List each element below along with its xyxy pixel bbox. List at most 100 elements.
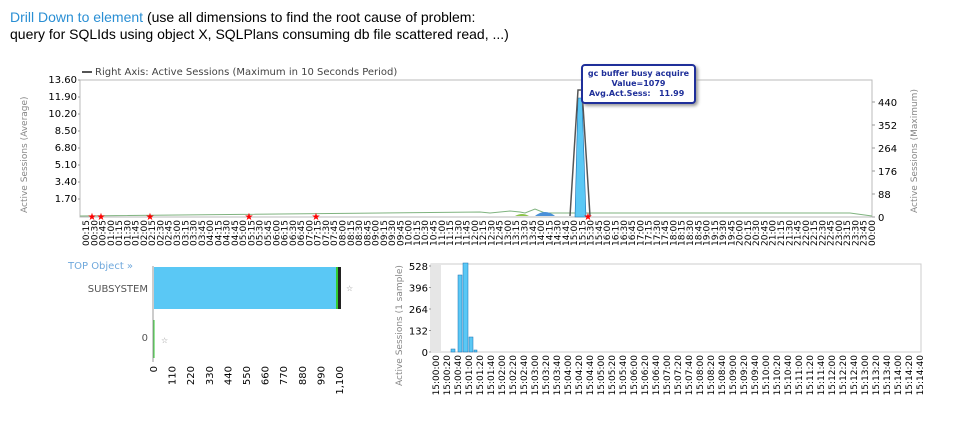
right-tick-label: 0 (878, 213, 884, 224)
main-x-tick-label: 19:30 (719, 220, 729, 246)
main-x-tick-label: 23:15 (843, 220, 853, 246)
main-x-tick-label: 16:15 (612, 220, 622, 246)
main-x-tick-label: 04:45 (231, 220, 241, 246)
right-tick-label: 352 (878, 121, 897, 132)
main-x-tick-label: 22:00 (802, 220, 812, 246)
main-legend: Right Axis: Active Sessions (Maximum in … (95, 67, 397, 78)
main-x-tick-label: 20:45 (760, 220, 770, 246)
right-axis-label: Active Sessions (Maximum) (910, 89, 920, 213)
main-x-tick-label: 01:15 (115, 220, 125, 246)
main-x-tick-label: 01:00 (107, 220, 117, 246)
detail-x-tick-label: 15:13:20 (872, 355, 882, 396)
main-x-tick-label: 05:15 (247, 220, 257, 246)
star-marker[interactable]: ★ (584, 212, 593, 223)
detail-x-tick-label: 15:09:20 (740, 355, 750, 396)
main-x-tick-label: 13:00 (504, 220, 514, 246)
main-x-tick-label: 09:30 (388, 220, 398, 246)
subsystem-bar-green (336, 267, 338, 309)
main-x-tick-label: 15:15 (578, 220, 588, 246)
detail-y-tick-label: 132 (409, 327, 428, 338)
main-x-tick-label: 17:45 (661, 220, 671, 246)
main-x-tick-label: 15:00 (570, 220, 580, 246)
star-marker[interactable]: ★ (245, 212, 254, 223)
top-x-tick-label: 330 (205, 366, 216, 385)
top-x-tick-label: 0 (149, 366, 160, 372)
main-x-tick-label: 00:45 (99, 220, 109, 246)
main-x-tick-label: 08:45 (363, 220, 373, 246)
main-chart[interactable]: Right Axis: Active Sessions (Maximum in … (0, 0, 975, 260)
detail-x-tick-label: 15:05:40 (619, 355, 629, 396)
main-x-tick-label: 06:30 (289, 220, 299, 246)
left-tick-label: 11.90 (48, 92, 77, 103)
main-x-tick-label: 03:45 (198, 220, 208, 246)
detail-x-tick-label: 15:05:20 (608, 355, 618, 396)
detail-x-tick-label: 15:08:40 (718, 355, 728, 396)
left-axis-label: Active Sessions (Average) (20, 96, 30, 213)
detail-x-tick-label: 15:02:40 (520, 355, 530, 396)
main-x-tick-label: 22:15 (810, 220, 820, 246)
detail-y-tick-label: 528 (409, 262, 428, 273)
detail-bar[interactable] (457, 274, 463, 353)
detail-x-tick-label: 15:00:40 (454, 355, 464, 396)
right-tick-label: 440 (878, 98, 897, 109)
top-x-tick-label: 660 (261, 366, 272, 385)
main-x-tick-label: 10:15 (413, 220, 423, 246)
star-marker[interactable]: ★ (88, 212, 97, 223)
main-x-tick-label: 08:30 (355, 220, 365, 246)
star-icon[interactable]: ☆ (161, 336, 168, 345)
detail-bar[interactable] (468, 336, 474, 353)
main-x-tick-label: 08:00 (338, 220, 348, 246)
main-x-tick-label: 04:00 (206, 220, 216, 246)
detail-x-tick-label: 15:11:00 (795, 355, 805, 396)
main-x-tick-label: 06:45 (297, 220, 307, 246)
detail-chart[interactable]: Active Sessions (1 sample) 528 396 264 132 0… (390, 258, 930, 438)
main-x-tick-label: 21:15 (777, 220, 787, 246)
main-plot-frame (79, 79, 873, 218)
detail-y-tick-label: 0 (422, 348, 428, 359)
star-icon[interactable]: ☆ (346, 284, 353, 293)
main-x-tick-label: 06:00 (272, 220, 282, 246)
main-x-tick-label: 16:00 (603, 220, 613, 246)
detail-y-axis-label: Active Sessions (1 sample) (395, 265, 405, 386)
detail-x-tick-label: 15:00:00 (432, 355, 442, 396)
star-marker[interactable]: ★ (97, 212, 106, 223)
top-object-chart[interactable]: TOP Object » SUBSYSTEM ☆ 0 ☆ 0 110 220 330 4… (0, 258, 360, 438)
detail-x-tick-label: 15:09:00 (729, 355, 739, 396)
top-object-title[interactable]: TOP Object » (67, 261, 133, 272)
left-tick-label: 8.50 (55, 126, 77, 137)
main-x-tick-label: 00:00 (868, 220, 878, 246)
main-x-tick-label: 09:15 (380, 220, 390, 246)
main-x-tick-label: 20:15 (744, 220, 754, 246)
main-x-tick-label: 02:45 (165, 220, 175, 246)
detail-x-tick-label: 15:10:20 (773, 355, 783, 396)
main-x-tick-label: 23:45 (860, 220, 870, 246)
subsystem-bar[interactable] (154, 267, 338, 309)
top-x-tick-label: 220 (186, 366, 197, 385)
detail-bar[interactable] (462, 262, 469, 353)
main-x-tick-label: 16:45 (628, 220, 638, 246)
detail-x-tick-label: 15:03:00 (531, 355, 541, 396)
baseline-line (79, 208, 873, 217)
main-x-tick-label: 11:30 (454, 220, 464, 246)
detail-x-tick-label: 15:04:40 (586, 355, 596, 396)
event-markers: ★ ★ ★ ★ ★ ★ (88, 212, 593, 223)
detail-x-tick-label: 15:01:20 (476, 355, 486, 396)
top-x-tick-label: 770 (279, 366, 290, 385)
star-marker[interactable]: ★ (146, 212, 155, 223)
main-x-tick-label: 13:30 (521, 220, 531, 246)
drill-down-link[interactable]: Drill Down to element (10, 9, 144, 25)
main-x-tick-label: 05:00 (239, 220, 249, 246)
top-x-tick-label: 880 (298, 366, 309, 385)
detail-x-tick-label: 15:10:00 (762, 355, 772, 396)
page-header: Drill Down to element (use all dimension… (10, 9, 509, 43)
detail-x-tick-label: 15:07:00 (663, 355, 673, 396)
main-x-tick-label: 11:15 (446, 220, 456, 246)
main-x-tick-label: 16:30 (620, 220, 630, 246)
star-marker[interactable]: ★ (312, 212, 321, 223)
subsystem-bar-edge (338, 267, 341, 309)
detail-bar[interactable] (473, 349, 478, 353)
main-x-tick-label: 06:15 (281, 220, 291, 246)
detail-bar[interactable] (450, 348, 456, 353)
main-x-tick-label: 02:30 (156, 220, 166, 246)
detail-x-tick-label: 15:12:00 (828, 355, 838, 396)
